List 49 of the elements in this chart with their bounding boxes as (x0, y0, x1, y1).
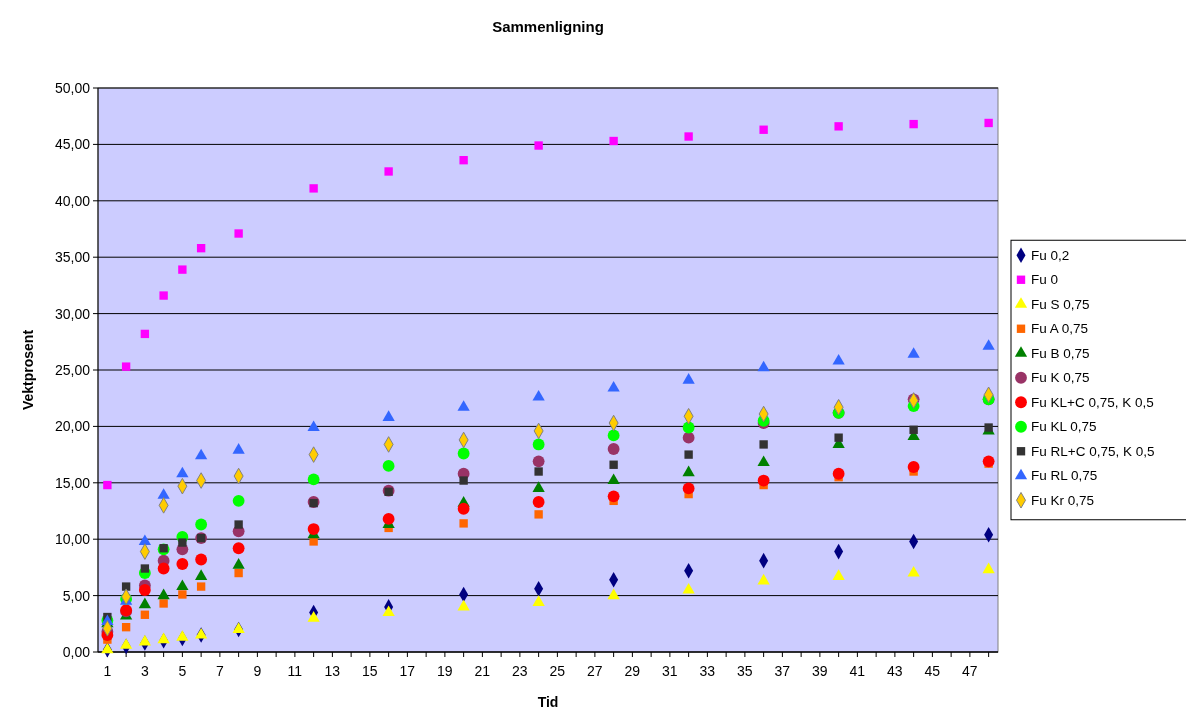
y-tick-label: 40,00 (54, 192, 91, 209)
legend-label: Fu B 0,75 (1031, 345, 1090, 361)
x-tick-label: 35 (737, 663, 753, 679)
legend-label: Fu Kr 0,75 (1031, 492, 1095, 508)
x-tick-label: 29 (624, 663, 641, 679)
x-tick-label: 37 (774, 663, 791, 679)
legend-label: Fu RL+C 0,75, K 0,5 (1031, 443, 1155, 459)
y-axis-title: Vektprosent (20, 329, 36, 411)
y-tick-label: 15,00 (54, 474, 91, 491)
x-tick-label: 27 (587, 663, 603, 679)
legend-label: Fu KL+C 0,75, K 0,5 (1031, 394, 1154, 410)
x-tick-label: 11 (287, 663, 303, 679)
chart-title: Sammenligning (492, 18, 604, 35)
x-axis-title: Tid (537, 694, 559, 709)
x-tick-label: 43 (887, 663, 903, 679)
legend-label: Fu RL 0,75 (1031, 468, 1098, 484)
x-tick-label: 25 (549, 663, 566, 679)
x-tick-label: 3 (140, 663, 149, 679)
x-tick-label: 39 (812, 663, 828, 679)
y-tick-label: 45,00 (54, 136, 91, 153)
x-tick-label: 33 (699, 663, 716, 679)
x-tick-label: 21 (474, 663, 491, 679)
y-tick-label: 25,00 (54, 361, 91, 378)
y-tick-label: 30,00 (54, 305, 91, 322)
y-tick-label: 5,00 (62, 587, 91, 604)
x-tick-label: 23 (512, 663, 528, 679)
x-tick-label: 47 (962, 663, 978, 679)
x-tick-label: 19 (437, 663, 453, 679)
legend-label: Fu 0 (1031, 272, 1059, 288)
legend-label: Fu 0,2 (1031, 247, 1070, 263)
x-tick-label: 5 (178, 663, 187, 679)
x-tick-label: 17 (399, 663, 416, 679)
x-tick-label: 13 (324, 663, 341, 679)
x-tick-label: 41 (849, 663, 866, 679)
x-tick-label: 15 (362, 663, 378, 679)
x-tick-label: 7 (215, 663, 224, 679)
y-tick-label: 35,00 (54, 249, 91, 266)
x-tick-label: 9 (253, 663, 262, 679)
legend-label: Fu S 0,75 (1031, 296, 1090, 312)
x-tick-label: 31 (662, 663, 678, 679)
legend-label: Fu KL 0,75 (1031, 419, 1097, 435)
y-tick-label: 0,00 (62, 643, 91, 660)
y-tick-label: 10,00 (54, 531, 91, 548)
legend-label: Fu K 0,75 (1031, 370, 1090, 386)
y-tick-label: 50,00 (54, 79, 91, 96)
y-tick-label: 20,00 (54, 418, 91, 435)
x-tick-label: 1 (103, 663, 112, 679)
legend-label: Fu A 0,75 (1031, 321, 1089, 337)
x-tick-label: 45 (924, 663, 941, 679)
